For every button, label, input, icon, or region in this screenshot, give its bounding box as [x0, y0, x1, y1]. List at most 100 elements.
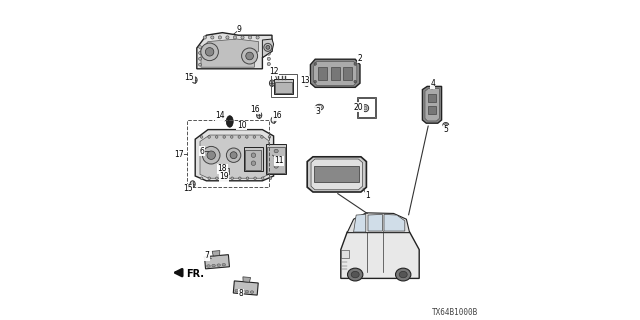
- Ellipse shape: [216, 136, 218, 138]
- Ellipse shape: [396, 268, 411, 281]
- Ellipse shape: [260, 136, 263, 138]
- Polygon shape: [314, 61, 357, 85]
- Text: 9: 9: [237, 25, 242, 34]
- Bar: [266, 144, 287, 174]
- Ellipse shape: [314, 80, 316, 83]
- Bar: [358, 98, 375, 117]
- Ellipse shape: [351, 271, 359, 278]
- Polygon shape: [243, 277, 250, 282]
- Polygon shape: [204, 255, 230, 269]
- Polygon shape: [347, 213, 410, 233]
- Bar: [342, 250, 349, 258]
- Ellipse shape: [264, 44, 272, 52]
- Bar: [244, 147, 263, 171]
- Text: 20: 20: [353, 103, 364, 112]
- Ellipse shape: [248, 36, 252, 39]
- Polygon shape: [368, 214, 383, 231]
- Polygon shape: [340, 226, 419, 278]
- Bar: [318, 67, 327, 80]
- Polygon shape: [221, 173, 227, 177]
- Text: FR.: FR.: [186, 268, 204, 279]
- Ellipse shape: [242, 48, 258, 64]
- Ellipse shape: [257, 112, 262, 118]
- Ellipse shape: [274, 165, 278, 168]
- Polygon shape: [307, 157, 366, 192]
- Ellipse shape: [268, 42, 271, 45]
- Ellipse shape: [268, 62, 271, 66]
- Text: 3: 3: [316, 107, 320, 116]
- Ellipse shape: [201, 43, 218, 61]
- Text: 6: 6: [200, 147, 205, 156]
- Text: 8: 8: [239, 289, 243, 298]
- Ellipse shape: [246, 52, 253, 60]
- Polygon shape: [422, 86, 442, 123]
- Ellipse shape: [200, 136, 203, 138]
- Text: 5: 5: [444, 125, 448, 134]
- Ellipse shape: [230, 152, 237, 159]
- Ellipse shape: [227, 148, 241, 163]
- Ellipse shape: [207, 265, 211, 267]
- Bar: [246, 150, 262, 170]
- Bar: [222, 168, 229, 174]
- Bar: [271, 74, 297, 97]
- Ellipse shape: [202, 147, 220, 164]
- Ellipse shape: [240, 290, 244, 292]
- Ellipse shape: [256, 36, 259, 39]
- Text: 11: 11: [275, 156, 284, 165]
- Polygon shape: [227, 116, 233, 127]
- Polygon shape: [311, 159, 362, 190]
- Ellipse shape: [226, 36, 229, 39]
- Ellipse shape: [223, 177, 226, 180]
- Text: 15: 15: [183, 184, 193, 193]
- Text: 16: 16: [250, 105, 260, 114]
- Ellipse shape: [217, 264, 220, 267]
- Polygon shape: [197, 33, 272, 69]
- Ellipse shape: [231, 177, 234, 180]
- Ellipse shape: [230, 136, 233, 138]
- Polygon shape: [425, 89, 440, 121]
- Ellipse shape: [271, 117, 276, 123]
- Ellipse shape: [234, 36, 237, 39]
- Ellipse shape: [266, 45, 270, 49]
- Bar: [331, 67, 339, 80]
- Ellipse shape: [268, 136, 271, 138]
- Polygon shape: [195, 130, 274, 181]
- Text: 12: 12: [269, 67, 278, 76]
- Text: 13: 13: [300, 76, 310, 85]
- Text: 19: 19: [219, 172, 229, 181]
- Bar: [314, 166, 360, 182]
- Ellipse shape: [198, 52, 202, 54]
- Ellipse shape: [348, 268, 363, 281]
- Ellipse shape: [253, 136, 255, 138]
- Ellipse shape: [269, 80, 275, 86]
- Polygon shape: [354, 214, 366, 232]
- Text: 15: 15: [184, 73, 195, 82]
- Ellipse shape: [246, 136, 248, 138]
- Bar: [357, 97, 376, 118]
- Ellipse shape: [238, 136, 241, 138]
- Ellipse shape: [251, 153, 256, 157]
- Polygon shape: [233, 281, 259, 295]
- Ellipse shape: [354, 63, 356, 65]
- Polygon shape: [310, 59, 360, 87]
- Ellipse shape: [211, 36, 214, 39]
- Ellipse shape: [200, 177, 203, 180]
- Ellipse shape: [251, 161, 256, 165]
- Ellipse shape: [317, 106, 321, 109]
- Text: 14: 14: [215, 111, 225, 120]
- Ellipse shape: [274, 149, 278, 153]
- Polygon shape: [200, 135, 269, 178]
- Text: 17: 17: [174, 150, 184, 159]
- Ellipse shape: [212, 264, 216, 267]
- Ellipse shape: [444, 124, 447, 126]
- Ellipse shape: [274, 157, 278, 160]
- Bar: [343, 67, 352, 80]
- Ellipse shape: [314, 63, 316, 65]
- Ellipse shape: [245, 290, 249, 293]
- Ellipse shape: [204, 36, 206, 39]
- Ellipse shape: [223, 136, 225, 138]
- Bar: [275, 82, 292, 93]
- Polygon shape: [201, 39, 259, 67]
- Ellipse shape: [216, 177, 218, 180]
- Ellipse shape: [222, 263, 225, 266]
